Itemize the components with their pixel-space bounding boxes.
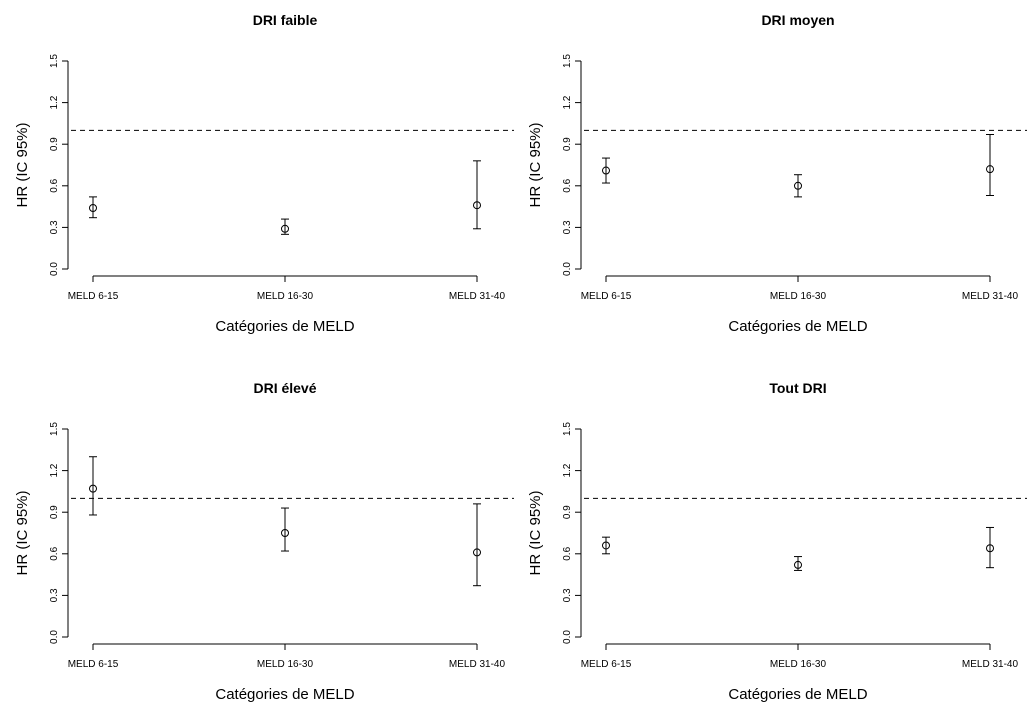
x-axis-label: Catégories de MELD: [728, 686, 867, 703]
x-tick-label: MELD 16-30: [770, 291, 827, 302]
y-axis-label: HR (IC 95%): [527, 122, 544, 207]
data-point: [602, 541, 610, 550]
error-bar: [602, 536, 610, 555]
x-axis-label: Catégories de MELD: [728, 318, 867, 335]
y-tick-label: 1.5: [49, 422, 60, 436]
error-bar: [794, 174, 802, 198]
chart-title: DRI moyen: [761, 12, 834, 28]
x-tick-label: MELD 16-30: [770, 659, 827, 670]
data-point: [281, 224, 289, 233]
y-tick-label: 0.6: [49, 178, 60, 192]
error-bar: [89, 456, 97, 516]
error-bar: [986, 526, 994, 569]
chart-panel-3: DRI élevé 0.0 0.3 0.6 0.9 1.2 1.5 HR (IC 95%) ME…: [14, 380, 514, 703]
x-tick-label: MELD 16-30: [257, 291, 314, 302]
data-point: [986, 165, 994, 174]
y-tick-label: 1.5: [562, 422, 573, 436]
error-bar: [473, 160, 481, 230]
data-point: [89, 484, 97, 493]
data-point: [281, 529, 289, 537]
y-axis-label: HR (IC 95%): [14, 122, 31, 207]
chart-title: Tout DRI: [769, 380, 826, 396]
y-tick-label: 0.9: [49, 137, 60, 151]
x-tick-label: MELD 6-15: [68, 659, 119, 670]
y-tick-label: 0.0: [562, 630, 573, 644]
y-tick-label: 0.6: [562, 178, 573, 192]
y-tick-label: 0.9: [562, 137, 573, 151]
y-tick-label: 0.9: [49, 505, 60, 519]
x-tick-label: MELD 6-15: [68, 291, 119, 302]
y-tick-label: 1.5: [562, 54, 573, 68]
x-tick-label: MELD 31-40: [449, 291, 506, 302]
x-tick-label: MELD 31-40: [449, 659, 506, 670]
y-tick-label: 1.2: [562, 463, 573, 477]
x-tick-label: MELD 16-30: [257, 659, 314, 670]
error-bar: [986, 133, 994, 197]
data-point: [794, 560, 802, 569]
error-bar: [89, 196, 97, 219]
data-point: [89, 203, 97, 212]
data-point: [986, 544, 994, 553]
x-tick-label: MELD 31-40: [962, 659, 1019, 670]
data-point: [794, 181, 802, 190]
y-tick-label: 0.3: [49, 220, 60, 234]
y-tick-label: 0.3: [49, 588, 60, 602]
y-tick-label: 0.0: [562, 262, 573, 276]
y-tick-label: 1.2: [49, 463, 60, 477]
x-axis-label: Catégories de MELD: [215, 318, 354, 335]
y-tick-label: 0.3: [562, 220, 573, 234]
y-tick-label: 0.3: [562, 588, 573, 602]
x-tick-label: MELD 31-40: [962, 291, 1019, 302]
y-axis-label: HR (IC 95%): [14, 490, 31, 575]
y-tick-label: 0.6: [49, 546, 60, 560]
x-axis-label: Catégories de MELD: [215, 686, 354, 703]
y-tick-label: 0.0: [49, 262, 60, 276]
error-bar: [602, 157, 610, 184]
x-tick-label: MELD 6-15: [581, 291, 632, 302]
chart-title: DRI faible: [253, 12, 318, 28]
y-tick-label: 1.2: [49, 95, 60, 109]
data-point: [602, 166, 610, 175]
chart-panel-2: DRI moyen 0.0 0.3 0.6 0.9 1.2 1.5 HR (IC 95%) ME…: [527, 12, 1027, 335]
chart-title: DRI élevé: [253, 380, 316, 396]
y-tick-label: 0.9: [562, 505, 573, 519]
y-tick-label: 1.5: [49, 54, 60, 68]
chart-panel-1: DRI faible 0.0 0.3 0.6 0.9 1.2 1.5 HR (IC 95%) M…: [14, 12, 514, 335]
chart-panel-4: Tout DRI 0.0 0.3 0.6 0.9 1.2 1.5 HR (IC 95%) MEL…: [527, 380, 1027, 703]
y-tick-label: 0.6: [562, 546, 573, 560]
error-bar: [473, 503, 481, 587]
y-axis-label: HR (IC 95%): [527, 490, 544, 575]
y-tick-label: 0.0: [49, 630, 60, 644]
x-tick-label: MELD 6-15: [581, 659, 632, 670]
y-tick-label: 1.2: [562, 95, 573, 109]
data-point: [473, 548, 481, 557]
data-point: [473, 201, 481, 210]
